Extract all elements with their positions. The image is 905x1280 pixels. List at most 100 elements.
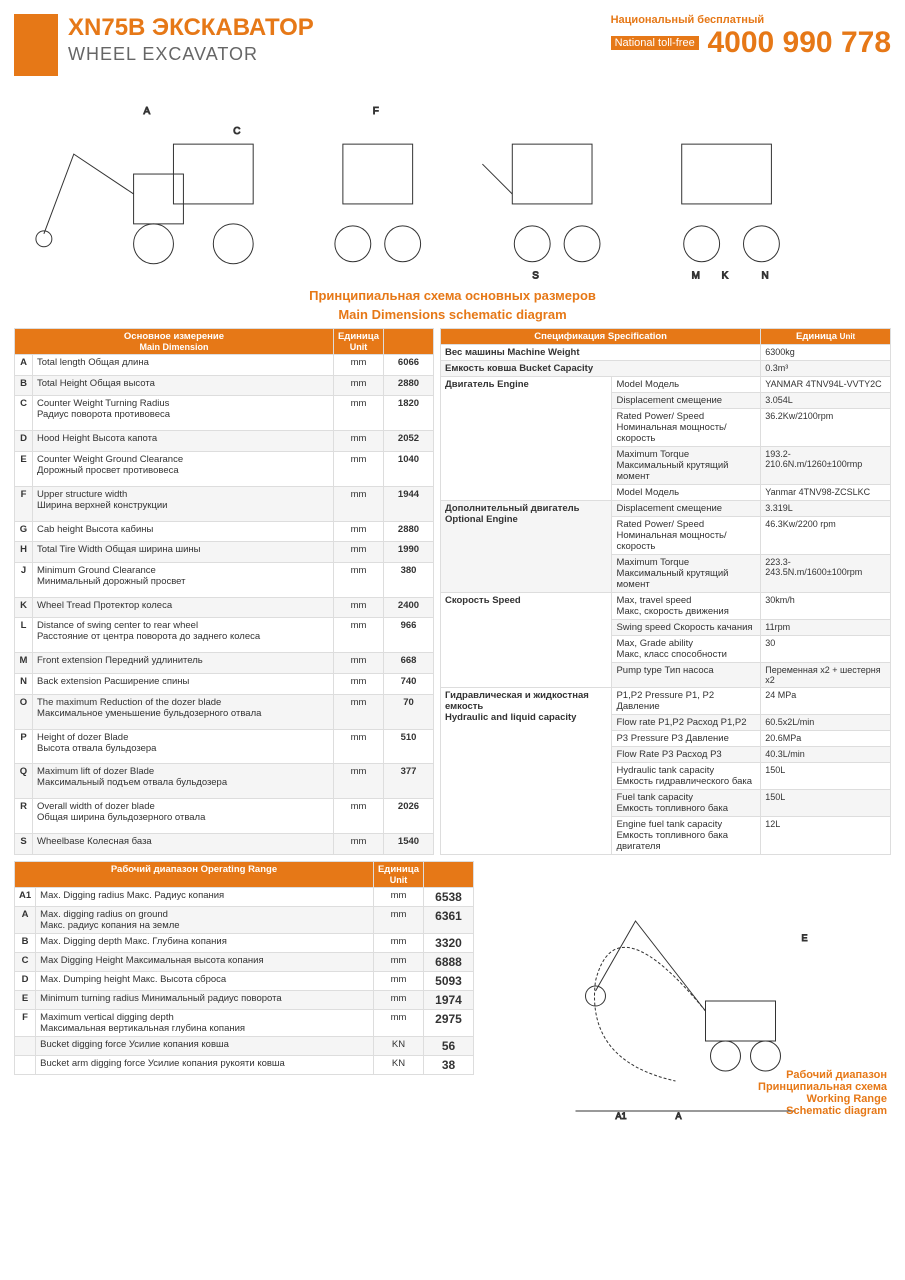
row-key: P — [15, 729, 33, 764]
row-label: Distance of swing center to rear wheelРа… — [33, 618, 334, 653]
range-val-header — [424, 862, 474, 888]
row-value: 6538 — [424, 888, 474, 907]
spec-label: Fuel tank capacityЕмкость топливного бак… — [612, 790, 761, 817]
row-key: D — [15, 972, 36, 991]
spec-value: 150L — [761, 763, 891, 790]
row-label: Upper structure widthШирина верхней конс… — [33, 486, 334, 521]
row-value: 510 — [384, 729, 434, 764]
table-row: Дополнительный двигательOptional EngineD… — [441, 501, 891, 517]
spec-category: Скорость Speed — [441, 593, 612, 688]
schematic-title-ru: Принципиальная схема основных размеров — [14, 288, 891, 303]
title-block: XN75B ЭКСКАВАТОР WHEEL EXCAVATOR — [68, 14, 601, 65]
row-key: O — [15, 694, 33, 729]
operating-range-table: Рабочий диапазон Operating Range Единица… — [14, 861, 474, 1075]
spec-value: 12L — [761, 817, 891, 855]
spec-value: 36.2Kw/2100rpm — [761, 409, 891, 447]
working-range-diagram: AA1 E Рабочий диапазон Принципиальная сх… — [480, 861, 891, 1121]
svg-text:A1: A1 — [616, 1111, 627, 1121]
spec-value: 30km/h — [761, 593, 891, 620]
spec-category: Двигатель Engine — [441, 377, 612, 501]
spec-label: Model Модель — [612, 377, 761, 393]
spec-label: P1,P2 Pressure P1, P2 Давление — [612, 688, 761, 715]
main-schematic-diagram: AC F S MKN — [14, 84, 891, 284]
svg-text:A: A — [144, 106, 151, 117]
spec-unit-header: Единица Unit — [761, 329, 891, 345]
row-unit: mm — [333, 431, 383, 452]
row-unit: mm — [333, 653, 383, 674]
row-unit: mm — [333, 451, 383, 486]
row-unit: mm — [333, 799, 383, 834]
row-value: 2880 — [384, 521, 434, 542]
row-label: Total Height Общая высота — [33, 375, 334, 396]
spec-label: Engine fuel tank capacityЕмкость топливн… — [612, 817, 761, 855]
table-row: B Total Height Общая высота mm 2880 — [15, 375, 434, 396]
svg-text:C: C — [233, 126, 240, 137]
spec-category: Дополнительный двигательOptional Engine — [441, 501, 612, 593]
table-row: H Total Tire Width Общая ширина шины mm … — [15, 542, 434, 563]
row-unit: KN — [373, 1056, 423, 1075]
row-label: Max Digging Height Максимальная высота к… — [36, 953, 374, 972]
row-unit: mm — [373, 953, 423, 972]
table-row: C Counter Weight Turning RadiusРадиус по… — [15, 396, 434, 431]
row-key: H — [15, 542, 33, 563]
row-unit: mm — [333, 694, 383, 729]
schematic-title-en: Main Dimensions schematic diagram — [14, 307, 891, 322]
spec-label: Model Модель — [612, 485, 761, 501]
row-key: B — [15, 934, 36, 953]
row-label: Wheel Tread Протектор колеса — [33, 597, 334, 618]
phone-label-ru: Национальный бесплатный — [611, 14, 891, 26]
spec-value: Переменная x2 + шестерня x2 — [761, 663, 891, 688]
row-unit: mm — [333, 673, 383, 694]
row-label: Maximum lift of dozer BladeМаксимальный … — [33, 764, 334, 799]
table-row: K Wheel Tread Протектор колеса mm 2400 — [15, 597, 434, 618]
spec-value: 193.2-210.6N.m/1260±100rmp — [761, 447, 891, 485]
row-value: 1990 — [384, 542, 434, 563]
row-value: 2880 — [384, 375, 434, 396]
spec-label: Max, Grade abilityМакс, класс способност… — [612, 636, 761, 663]
spec-label: Flow Rate P3 Расход P3 — [612, 747, 761, 763]
spec-value: 24 MPa — [761, 688, 891, 715]
table-row: N Back extension Расширение спины mm 740 — [15, 673, 434, 694]
row-unit: mm — [333, 562, 383, 597]
row-key: A — [15, 907, 36, 934]
row-label: Counter Weight Turning RadiusРадиус пово… — [33, 396, 334, 431]
row-unit: mm — [333, 597, 383, 618]
row-unit: mm — [333, 618, 383, 653]
spec-label: Hydraulic tank capacityЕмкость гидравлич… — [612, 763, 761, 790]
spec-value: YANMAR 4TNV94L-VVTY2C — [761, 377, 891, 393]
row-value: 2026 — [384, 799, 434, 834]
row-value: 2400 — [384, 597, 434, 618]
svg-text:K: K — [722, 271, 729, 282]
row-value: 6888 — [424, 953, 474, 972]
table-row: Скорость SpeedMax, travel speedМакс, ско… — [441, 593, 891, 620]
row-label: Max. Digging depth Макс. Глубина копания — [36, 934, 374, 953]
row-label: Back extension Расширение спины — [33, 673, 334, 694]
row-key: E — [15, 451, 33, 486]
table-row: O The maximum Reduction of the dozer bla… — [15, 694, 434, 729]
svg-text:E: E — [802, 933, 808, 943]
row-value: 668 — [384, 653, 434, 674]
spec-label: Емкость ковша Bucket Capacity — [441, 361, 761, 377]
table-row: C Max Digging Height Максимальная высота… — [15, 953, 474, 972]
row-value: 3320 — [424, 934, 474, 953]
row-label: Maximum vertical digging depthМаксимальн… — [36, 1010, 374, 1037]
row-key: C — [15, 396, 33, 431]
row-key: F — [15, 1010, 36, 1037]
row-unit: mm — [333, 396, 383, 431]
row-value: 1820 — [384, 396, 434, 431]
row-key: D — [15, 431, 33, 452]
row-label: Overall width of dozer bladeОбщая ширина… — [33, 799, 334, 834]
row-unit: mm — [373, 1010, 423, 1037]
row-key: E — [15, 991, 36, 1010]
table-row: B Max. Digging depth Макс. Глубина копан… — [15, 934, 474, 953]
row-value: 1944 — [384, 486, 434, 521]
svg-text:M: M — [692, 271, 700, 282]
row-key: F — [15, 486, 33, 521]
table-row: A1 Max. Digging radius Макс. Радиус копа… — [15, 888, 474, 907]
table-row: F Maximum vertical digging depthМаксимал… — [15, 1010, 474, 1037]
row-value: 377 — [384, 764, 434, 799]
row-key — [15, 1037, 36, 1056]
spec-value: 0.3m³ — [761, 361, 891, 377]
row-key: K — [15, 597, 33, 618]
spec-label: Вес машины Machine Weight — [441, 345, 761, 361]
